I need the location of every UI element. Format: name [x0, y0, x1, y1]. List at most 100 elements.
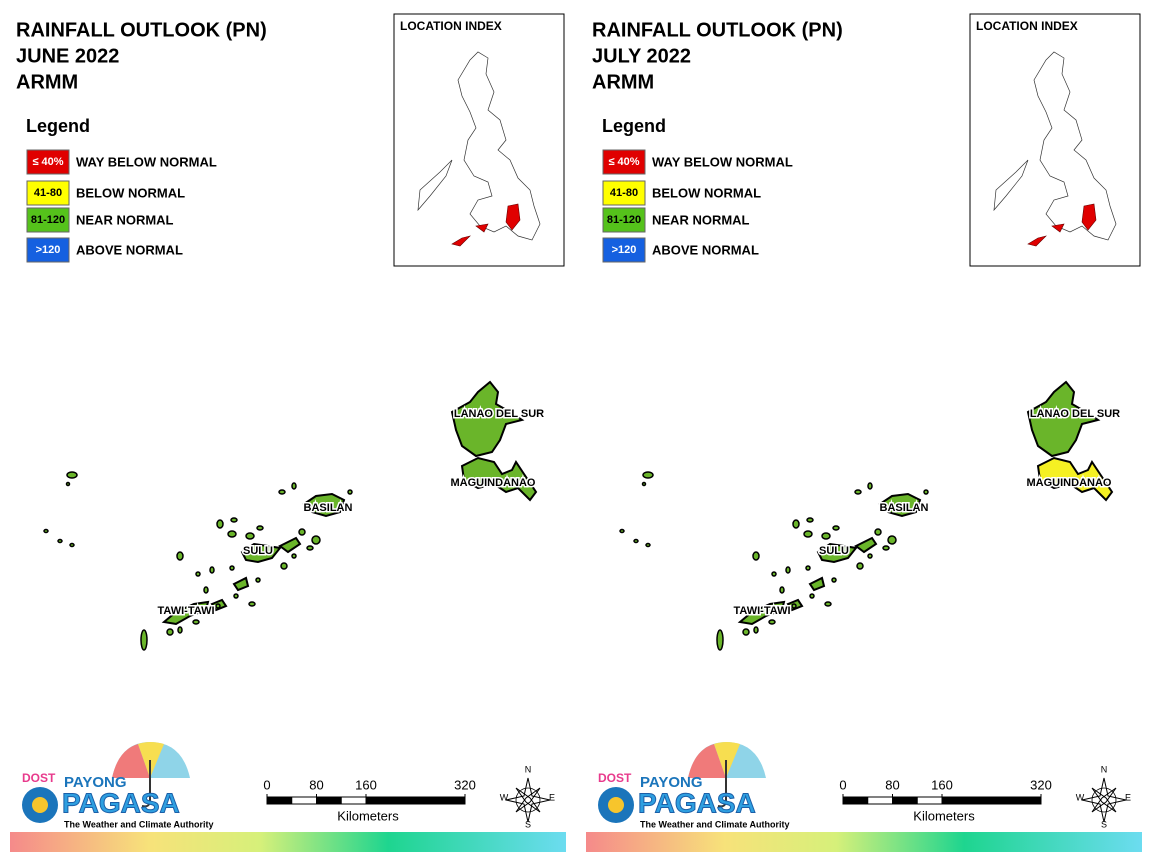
islet: [742, 628, 750, 636]
compass-ring: [1091, 787, 1117, 813]
islet: [140, 629, 148, 651]
logo-umbrella-red: [688, 744, 726, 778]
region-label: BASILAN: [304, 502, 353, 514]
region-sulu: [232, 536, 302, 592]
islet: [856, 562, 864, 570]
islet: [619, 528, 625, 534]
islet: [805, 565, 811, 571]
islet: [280, 562, 288, 570]
legend-label: ABOVE NORMAL: [652, 242, 759, 257]
legend-label: BELOW NORMAL: [652, 185, 761, 200]
scale-tick-label: 320: [1030, 777, 1052, 792]
compass-label: W: [500, 792, 509, 802]
scale-segment: [266, 796, 293, 805]
islet: [923, 489, 929, 495]
logo-brand: PAYONG: [640, 774, 703, 791]
islet: [867, 553, 873, 559]
scale-segment: [941, 796, 992, 805]
region-label: TAWI-TAWI: [157, 605, 214, 617]
scale-segment: [316, 796, 342, 805]
legend-swatch: [26, 207, 70, 233]
islet: [245, 532, 255, 540]
logo-brand: PAYONG: [64, 774, 127, 791]
islet: [641, 481, 647, 487]
logo-handle: [141, 760, 151, 808]
legend-swatch-label: >120: [612, 244, 637, 256]
scale-unit: Kilometers: [337, 808, 399, 823]
legend-swatch-label: ≤ 40%: [32, 156, 63, 168]
region-label: SULU: [243, 545, 273, 557]
islet: [791, 603, 797, 609]
islet: [824, 601, 832, 607]
location-index-label: LOCATION INDEX: [976, 19, 1078, 33]
region-maguindanao: [1036, 456, 1114, 502]
title-line: RAINFALL OUTLOOK (PN): [592, 19, 843, 41]
islet: [291, 553, 297, 559]
scale-tick-label: 160: [931, 777, 953, 792]
islet: [831, 577, 837, 583]
region-label: LANAO DEL SUR: [1030, 408, 1120, 420]
islet: [716, 629, 724, 651]
footer-bar: [10, 832, 566, 852]
scale-segment: [892, 796, 918, 805]
islet: [203, 586, 209, 594]
location-index-highlight: [1027, 203, 1097, 247]
legend-label: WAY BELOW NORMAL: [76, 154, 217, 169]
scale-segment: [415, 796, 466, 805]
legend-swatch-label: >120: [36, 244, 61, 256]
legend-label: NEAR NORMAL: [76, 212, 174, 227]
legend-swatch-label: ≤ 40%: [608, 156, 639, 168]
islet: [298, 528, 306, 536]
islet: [645, 542, 651, 548]
legend-swatch: [602, 207, 646, 233]
islet: [278, 489, 286, 495]
scale-tick-label: 160: [355, 777, 377, 792]
islet: [227, 530, 237, 538]
logo-name: PAGASA: [638, 787, 756, 818]
islet: [255, 577, 261, 583]
logo-tagline: The Weather and Climate Authority: [640, 819, 790, 829]
scale-segment: [291, 796, 317, 805]
legend-title: Legend: [26, 116, 90, 136]
region-label: SULU: [819, 545, 849, 557]
islet: [752, 551, 760, 561]
compass-label: E: [549, 792, 555, 802]
scale-tick-label: 320: [454, 777, 476, 792]
islet: [792, 519, 800, 529]
islet: [821, 532, 831, 540]
compass-label: W: [1076, 792, 1085, 802]
islet: [233, 593, 239, 599]
scale-segment: [916, 796, 943, 805]
legend-label: WAY BELOW NORMAL: [652, 154, 793, 169]
compass-ring: [515, 787, 541, 813]
compass-label: N: [1101, 764, 1108, 774]
islet: [69, 542, 75, 548]
region-label: LANAO DEL SUR: [454, 408, 544, 420]
logo-emblem-inner: [608, 797, 624, 813]
logo-handle: [717, 760, 727, 808]
logo-agency: DOST: [22, 771, 56, 785]
islet: [779, 586, 785, 594]
location-index-label: LOCATION INDEX: [400, 19, 502, 33]
legend-swatch-label: 81-120: [607, 214, 641, 226]
legend-swatch: [602, 149, 646, 175]
islet: [256, 525, 264, 531]
islet: [176, 551, 184, 561]
legend-swatch: [26, 237, 70, 263]
region-label: BASILAN: [880, 502, 929, 514]
scale-segment: [991, 796, 1042, 805]
region-lanao-del-sur: [1026, 380, 1101, 458]
islet: [809, 593, 815, 599]
islet: [192, 619, 200, 625]
islet: [306, 545, 314, 551]
scale-tick-label: 0: [839, 777, 846, 792]
logo-umbrella-red: [112, 744, 150, 778]
islet: [854, 489, 862, 495]
legend-swatch-label: 41-80: [34, 187, 62, 199]
legend-swatch-label: 41-80: [610, 187, 638, 199]
title-line: ARMM: [16, 71, 78, 93]
islet: [195, 571, 201, 577]
islet: [65, 481, 71, 487]
legend-swatch: [26, 149, 70, 175]
